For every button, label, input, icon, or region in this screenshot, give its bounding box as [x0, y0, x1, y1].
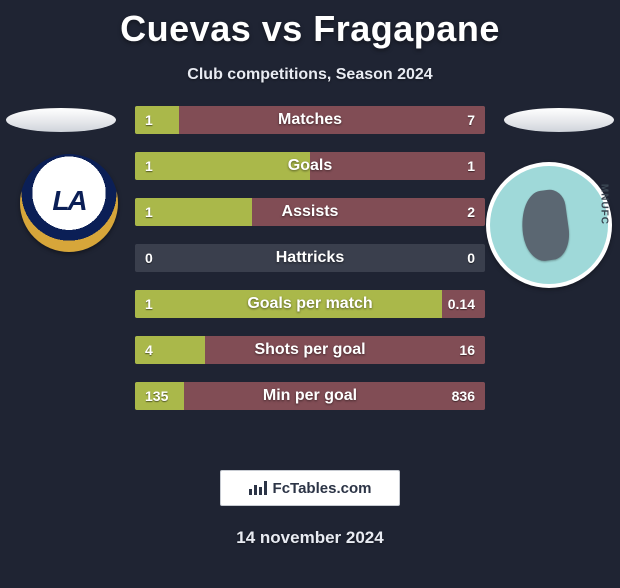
stat-row: 10.14Goals per match — [135, 290, 485, 318]
player2-shadow — [504, 108, 614, 132]
stat-label: Goals per match — [135, 290, 485, 318]
comparison-chart: LA MNUFC 17Matches 11Goals 12Assists 00Hatt… — [0, 106, 620, 446]
stat-row: 00Hattricks — [135, 244, 485, 272]
mn-badge-text: MNUFC — [599, 184, 610, 225]
stat-label: Goals — [135, 152, 485, 180]
date-text: 14 november 2024 — [0, 528, 620, 548]
team-badge-la-galaxy: LA — [20, 154, 118, 252]
brand-text: FcTables.com — [273, 480, 372, 497]
mn-badge-outer: MNUFC — [490, 166, 608, 284]
stat-label: Matches — [135, 106, 485, 134]
stat-label: Shots per goal — [135, 336, 485, 364]
chart-icon — [249, 481, 267, 495]
subtitle: Club competitions, Season 2024 — [0, 66, 620, 84]
player1-shadow — [6, 108, 116, 132]
stat-label: Assists — [135, 198, 485, 226]
team-badge-minnesota: MNUFC — [486, 162, 612, 288]
stat-row: 11Goals — [135, 152, 485, 180]
stat-row: 17Matches — [135, 106, 485, 134]
stat-bars-container: 17Matches 11Goals 12Assists 00Hattricks 10.1… — [135, 106, 485, 428]
stat-row: 135836Min per goal — [135, 382, 485, 410]
brand-badge: FcTables.com — [220, 470, 400, 506]
loon-wing-icon — [517, 188, 572, 264]
team-badge-text: LA — [52, 185, 85, 217]
stat-label: Hattricks — [135, 244, 485, 272]
stat-row: 416Shots per goal — [135, 336, 485, 364]
stat-row: 12Assists — [135, 198, 485, 226]
stat-label: Min per goal — [135, 382, 485, 410]
page-title: Cuevas vs Fragapane — [0, 8, 620, 50]
